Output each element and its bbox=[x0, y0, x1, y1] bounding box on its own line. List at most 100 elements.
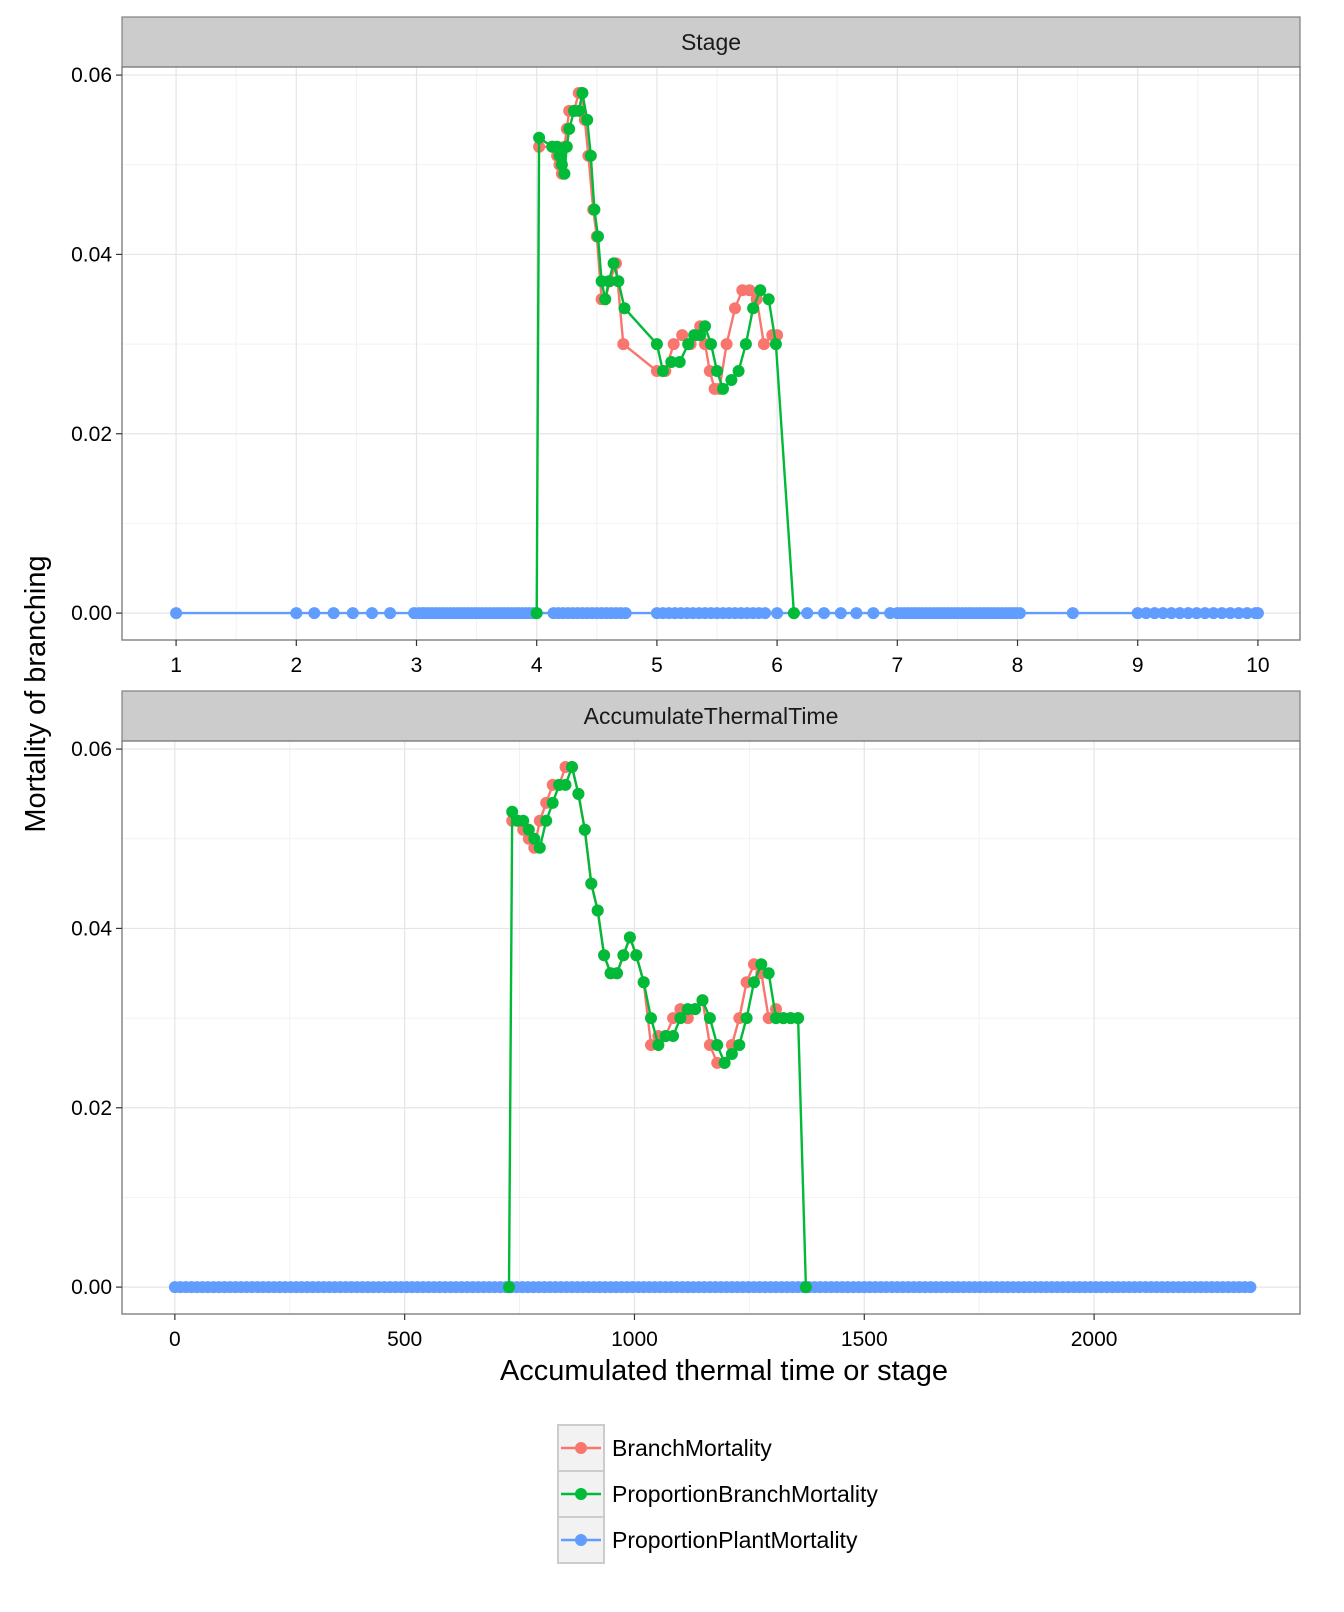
data-point bbox=[771, 607, 784, 620]
data-point bbox=[617, 949, 630, 962]
data-point bbox=[506, 805, 519, 818]
data-point bbox=[1148, 607, 1161, 620]
data-point bbox=[667, 1030, 680, 1042]
series-proportion-plant-mortality bbox=[168, 1281, 1257, 1294]
data-point bbox=[517, 814, 530, 827]
x-tick-label: 2 bbox=[290, 654, 302, 677]
y-tick-label: 0.00 bbox=[71, 1276, 112, 1299]
data-point bbox=[1165, 607, 1178, 620]
data-point bbox=[1232, 607, 1245, 620]
data-point bbox=[533, 841, 546, 854]
data-point bbox=[588, 203, 601, 216]
data-point bbox=[689, 1003, 702, 1016]
facet-strip bbox=[121, 16, 1301, 68]
data-point bbox=[623, 931, 636, 944]
data-point bbox=[725, 374, 738, 386]
x-tick-label: 6 bbox=[771, 654, 783, 677]
data-point bbox=[1131, 607, 1144, 620]
data-point bbox=[801, 607, 814, 620]
data-point bbox=[652, 1039, 665, 1051]
series-proportion-branch-mortality bbox=[503, 761, 812, 1294]
data-point bbox=[717, 382, 729, 395]
x-tick-label: 1 bbox=[170, 654, 182, 677]
series-proportion-branch-mortality bbox=[530, 87, 800, 620]
data-point bbox=[1182, 607, 1195, 620]
data-point bbox=[598, 949, 611, 962]
x-tick-label: 1000 bbox=[611, 1328, 658, 1351]
facet-strip-label: AccumulateThermalTime bbox=[584, 703, 839, 729]
legend-key-point bbox=[575, 1534, 587, 1546]
panel-stage: Stage 0.00 0.02 0.04 0.06 1 2 3 4 5 6 7 8 9 10 bbox=[71, 16, 1301, 677]
data-point bbox=[867, 607, 880, 620]
x-tick-label: 3 bbox=[411, 654, 423, 677]
y-tick-label: 0.00 bbox=[71, 602, 112, 625]
data-point bbox=[759, 607, 772, 620]
y-tick-label: 0.04 bbox=[71, 917, 112, 940]
data-point bbox=[740, 1012, 753, 1025]
panel-accumulate-thermal-time: AccumulateThermalTime 0.00 0.02 0.04 0.06 0 50… bbox=[71, 690, 1301, 1351]
data-point bbox=[733, 1039, 746, 1051]
x-tick-label: 8 bbox=[1012, 654, 1024, 677]
data-point bbox=[732, 365, 745, 377]
data-point bbox=[522, 823, 535, 836]
y-tick-label: 0.04 bbox=[71, 243, 112, 266]
legend-label: ProportionBranchMortality bbox=[612, 1481, 878, 1507]
data-point bbox=[673, 356, 686, 368]
data-point bbox=[327, 607, 340, 620]
data-point bbox=[555, 158, 568, 171]
data-point bbox=[1251, 607, 1264, 620]
plot-background bbox=[122, 741, 1300, 1314]
data-point bbox=[762, 293, 775, 306]
data-point bbox=[769, 338, 782, 351]
data-point bbox=[711, 365, 723, 377]
data-point bbox=[546, 796, 559, 809]
data-point bbox=[591, 904, 604, 917]
y-tick-label: 0.02 bbox=[71, 1097, 112, 1120]
series-proportion-plant-mortality bbox=[170, 607, 1264, 620]
x-tick-label: 1500 bbox=[841, 1328, 888, 1351]
data-point bbox=[1199, 607, 1211, 620]
legend-key-point bbox=[575, 1442, 587, 1454]
data-point bbox=[1215, 607, 1228, 620]
data-point bbox=[676, 329, 689, 342]
x-tick-label: 7 bbox=[891, 654, 903, 677]
data-point bbox=[667, 338, 680, 351]
data-point bbox=[602, 275, 615, 288]
data-point bbox=[1157, 607, 1169, 620]
y-tick-label: 0.06 bbox=[71, 64, 112, 87]
data-point bbox=[696, 994, 709, 1007]
x-tick-label: 9 bbox=[1132, 654, 1144, 677]
data-point bbox=[762, 967, 775, 980]
data-point bbox=[540, 814, 553, 827]
data-point bbox=[576, 87, 589, 99]
data-point bbox=[665, 356, 678, 368]
data-point bbox=[585, 877, 598, 890]
data-point bbox=[346, 607, 359, 620]
data-point bbox=[1224, 607, 1237, 620]
x-tick-label: 0 bbox=[169, 1328, 181, 1351]
legend-item-proportion-branch-mortality: ProportionBranchMortality bbox=[557, 1470, 878, 1518]
data-point bbox=[674, 1012, 687, 1025]
data-point bbox=[747, 302, 760, 315]
x-tick-label: 4 bbox=[531, 654, 543, 677]
data-point bbox=[637, 976, 650, 989]
data-point bbox=[1241, 607, 1254, 620]
data-point bbox=[739, 338, 752, 351]
data-point bbox=[645, 1012, 657, 1025]
panel-border bbox=[121, 740, 1301, 1315]
data-point bbox=[850, 607, 863, 620]
data-point bbox=[290, 607, 303, 620]
plot-background bbox=[122, 67, 1300, 640]
facet-strip-label: Stage bbox=[681, 29, 741, 55]
data-point bbox=[711, 1039, 724, 1051]
facet-strip bbox=[121, 690, 1301, 742]
data-point bbox=[1244, 1281, 1257, 1294]
data-point bbox=[566, 761, 578, 773]
data-point bbox=[818, 607, 830, 620]
data-point bbox=[699, 320, 711, 333]
data-point bbox=[560, 140, 573, 153]
data-point bbox=[1013, 607, 1026, 620]
data-point bbox=[599, 293, 612, 306]
legend-label: ProportionPlantMortality bbox=[612, 1527, 858, 1553]
